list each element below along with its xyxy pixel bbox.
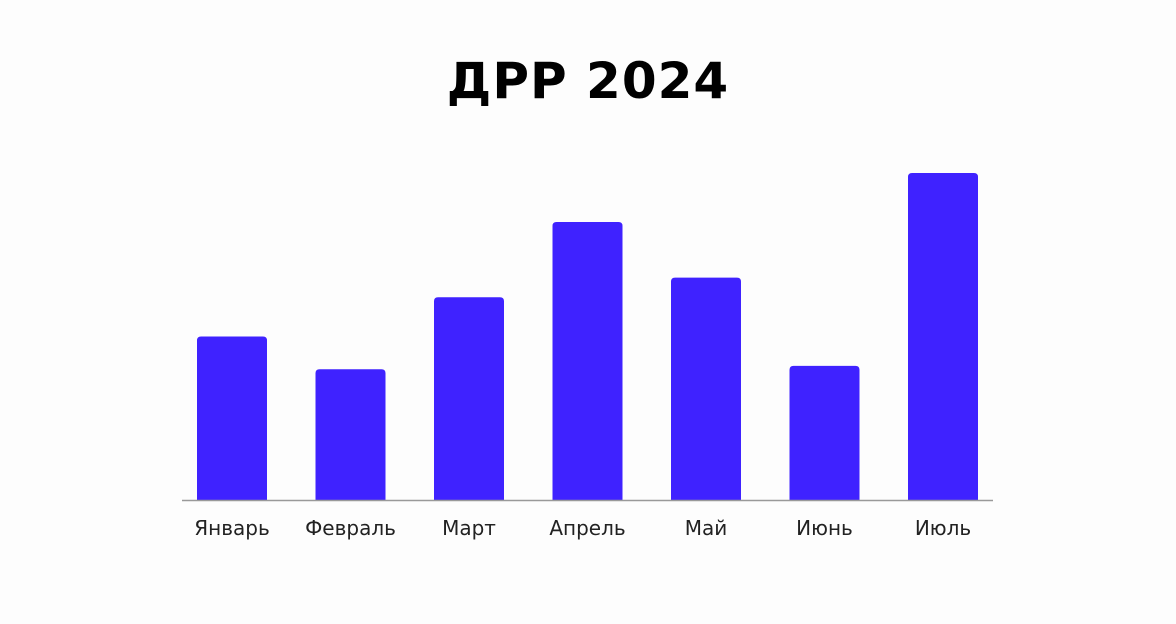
x-tick-label: Май xyxy=(685,516,728,540)
x-tick-label: Январь xyxy=(194,516,270,540)
bar-4 xyxy=(671,277,741,500)
x-tick-label: Апрель xyxy=(549,516,625,540)
x-tick-label: Март xyxy=(442,516,496,540)
chart-title: ДРР 2024 xyxy=(446,52,730,110)
x-tick-label: Июль xyxy=(915,516,971,540)
bar-0 xyxy=(197,336,267,500)
bar-3 xyxy=(552,222,623,501)
bar-1 xyxy=(315,369,386,500)
bar-2 xyxy=(434,297,504,500)
bar-6 xyxy=(908,173,978,500)
x-tick-label: Июнь xyxy=(796,516,853,540)
bar-5 xyxy=(789,365,860,500)
x-tick-label: Февраль xyxy=(305,516,396,540)
